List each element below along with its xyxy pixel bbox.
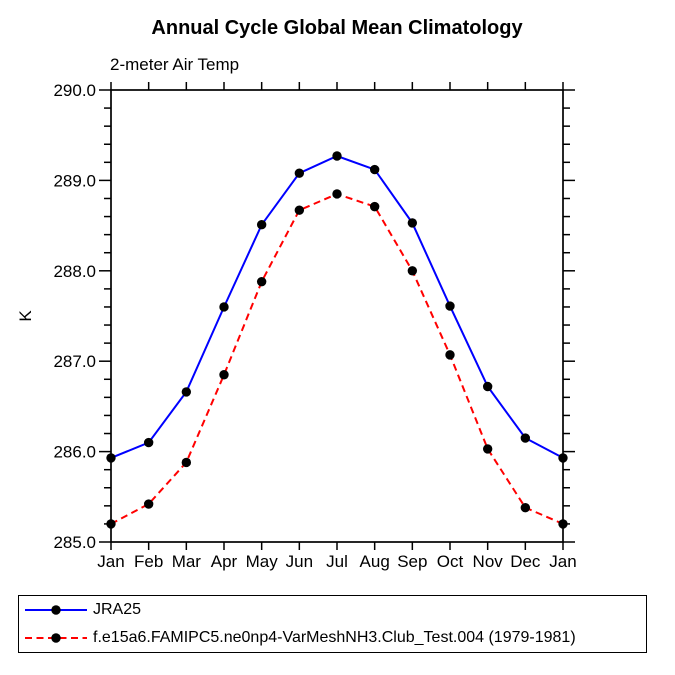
x-tick-label: Mar [172,552,202,571]
chart-title: Annual Cycle Global Mean Climatology [151,17,523,39]
legend-marker-icon-1 [51,633,61,643]
x-tick-label: Oct [437,552,464,571]
x-tick-label: Jul [326,552,348,571]
x-tick-label: Jan [97,552,124,571]
data-point-markers [106,151,568,529]
data-point-marker [294,205,305,215]
data-point-marker [181,387,192,397]
data-point-marker [219,302,229,312]
data-point-marker [256,276,267,287]
legend-label-1: f.e15a6.FAMIPC5.ne0np4-VarMeshNH3.Club_T… [93,629,576,646]
x-tick-label: May [246,552,279,571]
legend-line-sample-0 [25,605,87,615]
series-line-1 [110,192,564,525]
legend-entry-model: f.e15a6.FAMIPC5.ne0np4-VarMeshNH3.Club_T… [23,626,576,650]
chart-subtitle: 2-meter Air Temp [110,55,239,74]
legend-line-sample-1 [25,633,87,643]
y-tick-label: 288.0 [53,262,96,281]
x-tick-label: Jun [286,552,313,571]
data-point-marker [181,457,192,468]
data-point-marker [106,453,116,463]
series-line-0 [110,154,564,459]
axes: 285.0 286.0 287.0 288.0 289.0 290.0 Jan Feb Mar A… [53,81,576,571]
data-point-marker [407,266,418,276]
data-point-marker [445,350,455,360]
data-point-marker [256,219,267,230]
data-point-marker [143,499,154,509]
data-point-marker [332,189,342,199]
y-tick-label: 285.0 [53,533,96,552]
data-point-marker [558,453,568,463]
data-point-marker [294,168,305,178]
x-tick-label: Nov [473,552,504,571]
data-point-marker [219,370,229,380]
data-point-marker [520,502,531,513]
data-point-marker [520,433,531,443]
x-tick-label: Aug [360,552,390,571]
data-point-marker [558,519,568,529]
data-point-marker [143,437,154,448]
x-tick-label: Feb [134,552,163,571]
y-axis-label: K [16,310,35,322]
series-lines [110,154,564,525]
legend: JRA25 f.e15a6.FAMIPC5.ne0np4-VarMeshNH3.… [18,595,647,653]
x-tick-label: Dec [510,552,541,571]
x-tick-label: Apr [211,552,238,571]
data-point-marker [369,201,380,212]
data-point-marker [407,218,418,228]
legend-marker-icon-0 [51,605,61,615]
legend-entry-jra25: JRA25 [23,598,141,622]
data-point-marker [106,519,116,529]
y-tick-label: 290.0 [53,81,96,100]
y-tick-label: 287.0 [53,352,96,371]
y-tick-label: 289.0 [53,171,96,190]
legend-label-0: JRA25 [93,601,142,618]
data-point-marker [369,164,380,175]
x-tick-label: Jan [549,552,576,571]
y-tick-label: 286.0 [53,443,96,462]
data-point-marker [332,151,342,161]
data-point-marker [445,301,455,311]
x-tick-label: Sep [397,552,427,571]
data-point-marker [482,381,493,392]
data-point-marker [482,444,493,454]
